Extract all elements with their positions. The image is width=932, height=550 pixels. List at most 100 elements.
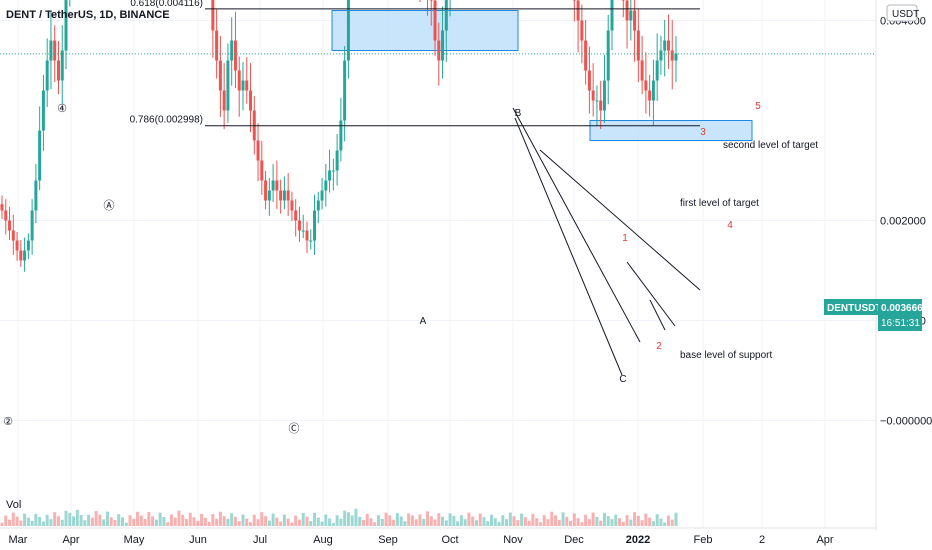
target-zone [589, 120, 753, 141]
candle-body [644, 80, 648, 91]
volume-bar [64, 510, 68, 526]
candle-body [15, 240, 19, 251]
volume-bar [648, 517, 652, 526]
candle-body [444, 0, 448, 31]
volume-bar [26, 517, 30, 526]
volume-bar [147, 512, 151, 526]
candle-body [313, 210, 317, 241]
price-axis[interactable]: 0.0100000.0090000.0080000.0070000.006000… [875, 0, 932, 530]
volume-bar [407, 513, 411, 526]
volume-bar [241, 514, 245, 526]
volume-bar [441, 516, 445, 526]
candle-body [45, 60, 49, 91]
candle-body [648, 90, 652, 101]
currency-badge[interactable] [886, 4, 918, 22]
volume-bar [358, 516, 362, 526]
candle-body [602, 80, 606, 111]
volume-bar [531, 513, 535, 526]
volume-bar [343, 510, 347, 526]
candle-body [26, 240, 30, 251]
candle-body [621, 0, 625, 1]
time-axis[interactable]: Mar Apr May Jun Jul Aug Sep Oct Nov Dec 2022 Feb 2 Ap… [0, 527, 876, 546]
candle-body [666, 40, 670, 51]
volume-bar [169, 514, 173, 526]
candle-body [576, 0, 580, 21]
candle-body [663, 40, 667, 51]
volume-bar [60, 519, 64, 526]
volume-bar [651, 521, 655, 526]
trend-line [626, 261, 676, 327]
candle-body [339, 120, 343, 151]
annotations: second level of target first level of tar… [3, 101, 818, 435]
volume-bar [629, 519, 633, 526]
candle-body [324, 180, 328, 191]
candle-body [335, 150, 339, 171]
target-zones [331, 10, 753, 141]
x-tick-label: Sep [378, 534, 398, 546]
volume-bar [512, 516, 516, 526]
candle-body [226, 60, 230, 111]
volume-bar [297, 519, 301, 526]
volume-bar [320, 521, 324, 526]
gridlines [0, 0, 876, 528]
volume-bar [448, 513, 452, 526]
volume-bar [207, 521, 211, 526]
volume-bar [15, 516, 19, 526]
candle-body [587, 70, 591, 91]
volume-bar [572, 513, 576, 526]
currency-badge-label: USDT [892, 9, 919, 20]
volume-bar [550, 511, 554, 526]
x-tick-label: Mar [9, 534, 28, 546]
x-tick-label: May [124, 534, 145, 546]
volume-bar [143, 519, 147, 526]
volume-bar [659, 518, 663, 526]
volume-bar [271, 513, 275, 526]
wave-label: B [515, 108, 522, 119]
volume-bar [98, 514, 102, 526]
volume-bar [72, 516, 76, 526]
volume-bar [132, 518, 136, 526]
volume-bar [38, 517, 42, 526]
volume-bar [388, 515, 392, 526]
volume-bar [0, 522, 4, 526]
zone-label: base level of support [680, 350, 773, 361]
candle-body [249, 90, 253, 111]
volume-bar [467, 512, 471, 526]
volume-bar [136, 511, 140, 526]
candle-body [610, 0, 614, 31]
volume-bar [173, 517, 177, 526]
fib-level-label: 0.618(0.004116) [130, 0, 203, 9]
candle-body [316, 200, 320, 211]
volume-bar [245, 518, 249, 526]
volume-bar [591, 512, 595, 526]
wave-label: 3 [700, 127, 706, 138]
volume-bar [339, 518, 343, 526]
volume-bar [309, 521, 313, 526]
candle-body [670, 50, 674, 61]
price-badge [878, 299, 922, 331]
candle-body [60, 50, 64, 81]
candle-body [279, 190, 283, 201]
volume-bar [565, 516, 569, 526]
candle-body [301, 230, 305, 232]
candle-body [655, 60, 659, 81]
candle-body [64, 0, 68, 51]
volume-bar [109, 517, 113, 526]
candle-body [595, 100, 599, 102]
volume-bar [640, 520, 644, 526]
candle-body [4, 210, 8, 221]
candle-body [0, 204, 4, 211]
volume-bar [584, 514, 588, 526]
volume-bar [666, 515, 670, 526]
candle-body [23, 250, 27, 261]
volume-bar [185, 519, 189, 526]
volume-bar [384, 512, 388, 526]
candle-body [41, 90, 45, 131]
candle-body [237, 70, 241, 91]
volume-bar [350, 515, 354, 526]
candle-body [674, 53, 678, 61]
candle-body [309, 240, 313, 242]
volume-bar [56, 516, 60, 526]
volume-bar [614, 514, 618, 526]
